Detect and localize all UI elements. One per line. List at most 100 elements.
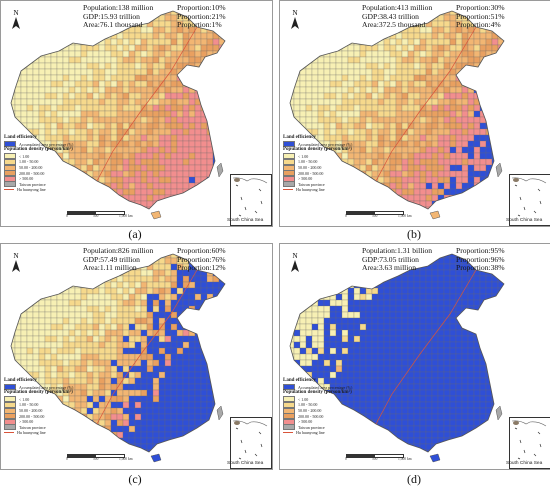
county-cell <box>347 263 355 271</box>
county-cell <box>413 56 421 64</box>
county-cell <box>38 26 46 34</box>
county-cell <box>461 146 469 154</box>
county-cell <box>206 437 214 445</box>
county-cell <box>491 116 499 124</box>
county-cell <box>20 50 28 58</box>
legend-swatch-class-3 <box>283 170 295 177</box>
county-cell <box>170 353 178 361</box>
county-cell <box>104 68 112 76</box>
county-cell <box>323 359 331 367</box>
county-cell <box>206 80 214 88</box>
legend-class-1: 1.00 - 50.00 <box>4 158 122 165</box>
county-cell <box>164 371 172 379</box>
county-cell <box>467 74 475 82</box>
county-cell <box>413 44 421 52</box>
county-cell <box>329 263 337 271</box>
county-cell <box>413 68 421 76</box>
county-cell <box>425 170 433 178</box>
county-cell <box>104 281 112 289</box>
county-cell <box>218 56 225 64</box>
county-cell <box>365 347 373 355</box>
county-cell <box>461 122 469 130</box>
county-cell <box>200 443 208 451</box>
county-cell <box>371 86 379 94</box>
county-cell <box>212 200 220 208</box>
county-cell <box>305 299 313 307</box>
county-cell <box>188 419 196 427</box>
county-cell <box>407 134 415 142</box>
county-cell <box>194 104 202 112</box>
county-cell <box>164 377 172 385</box>
county-cell <box>407 50 415 58</box>
area-value: Area:372.5 thousand <box>362 20 426 30</box>
county-cell <box>305 281 313 289</box>
county-cell <box>92 92 100 100</box>
county-cell <box>164 116 172 124</box>
county-cell <box>200 437 208 445</box>
county-cell <box>503 74 504 82</box>
county-cell <box>425 86 433 94</box>
county-cell <box>443 329 451 337</box>
county-cell <box>449 134 457 142</box>
county-cell <box>200 200 208 208</box>
county-cell <box>212 389 220 397</box>
county-cell <box>74 347 82 355</box>
county-cell <box>74 263 82 271</box>
county-cell <box>188 377 196 385</box>
county-cell <box>56 341 64 349</box>
county-cell <box>170 347 178 355</box>
county-cell <box>425 293 433 301</box>
county-cell <box>92 347 100 355</box>
county-cell <box>32 206 40 209</box>
county-cell <box>200 425 208 433</box>
county-cell <box>122 86 130 94</box>
county-cell <box>419 92 427 100</box>
county-cell <box>15 213 21 219</box>
county-cell <box>176 359 184 367</box>
county-cell <box>353 74 361 82</box>
county-cell <box>485 287 493 295</box>
county-cell <box>98 80 106 88</box>
county-cell <box>437 371 445 379</box>
county-cell <box>317 257 325 265</box>
county-cell <box>431 134 439 142</box>
county-cell <box>491 371 499 379</box>
county-cell <box>164 413 172 421</box>
county-cell <box>188 281 196 289</box>
county-cell <box>443 188 451 196</box>
county-cell <box>219 213 225 219</box>
county-cell <box>329 206 337 209</box>
county-cell <box>218 389 225 397</box>
county-cell <box>212 359 220 367</box>
county-cell <box>44 449 52 452</box>
county-cell <box>98 98 106 106</box>
county-cell <box>152 293 160 301</box>
county-cell <box>200 182 208 190</box>
county-cell <box>311 98 319 106</box>
county-cell <box>311 50 319 58</box>
county-cell <box>140 431 148 439</box>
county-cell <box>188 110 196 118</box>
county-cell <box>341 311 349 319</box>
county-cell <box>224 26 225 34</box>
county-cell <box>74 341 82 349</box>
county-cell <box>206 98 214 106</box>
county-cell <box>164 50 172 58</box>
county-cell <box>158 92 166 100</box>
county-cell <box>218 311 225 319</box>
county-cell <box>224 407 225 415</box>
county-cell <box>158 287 166 295</box>
county-cell <box>68 347 76 355</box>
county-cell <box>128 116 136 124</box>
county-cell <box>341 323 349 331</box>
county-cell <box>110 365 118 373</box>
county-cell <box>395 311 403 319</box>
county-cell <box>62 122 70 130</box>
county-cell <box>20 353 28 361</box>
county-cell <box>443 347 451 355</box>
county-cell <box>341 32 349 40</box>
county-cell <box>305 104 313 112</box>
county-cell <box>86 305 94 313</box>
county-cell <box>182 401 190 409</box>
county-cell <box>50 254 58 259</box>
